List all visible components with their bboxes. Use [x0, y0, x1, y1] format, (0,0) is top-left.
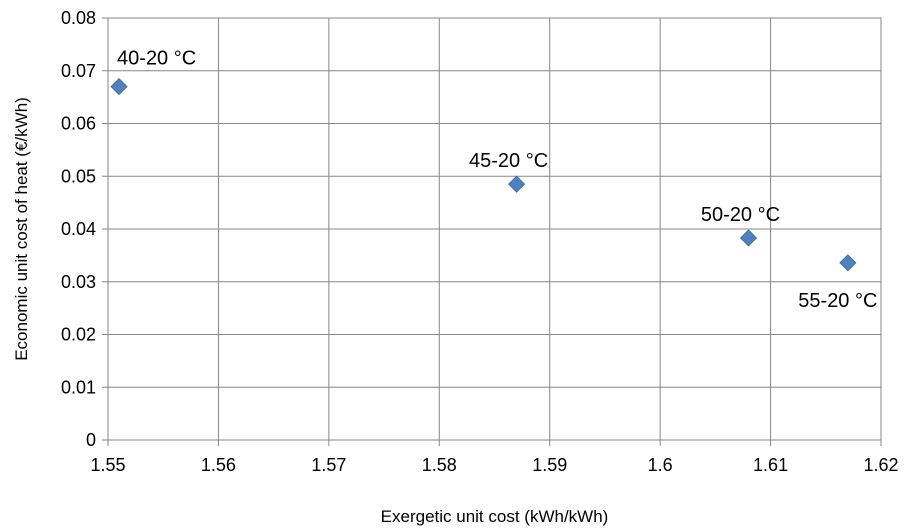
plot-area-border — [107, 17, 882, 441]
y-tick-label: 0.08 — [61, 8, 96, 28]
x-axis-title: Exergetic unit cost (kWh/kWh) — [381, 507, 609, 526]
data-label: 55-20 °C — [798, 290, 877, 312]
y-tick-label: 0.05 — [61, 166, 96, 186]
data-label: 45-20 °C — [469, 150, 548, 172]
y-tick-label: 0.01 — [61, 377, 96, 397]
data-points — [110, 78, 857, 272]
y-tick-label: 0.03 — [61, 272, 96, 292]
x-tick-label: 1.59 — [532, 455, 567, 475]
grid — [107, 17, 882, 441]
y-tick-label: 0.07 — [61, 61, 96, 81]
x-tick-label: 1.58 — [422, 455, 457, 475]
y-tick-label: 0.04 — [61, 219, 96, 239]
data-point — [839, 254, 857, 272]
data-point — [739, 229, 758, 247]
x-tick-label: 1.56 — [201, 455, 236, 475]
x-tick-label: 1.62 — [863, 455, 898, 475]
x-tick-label: 1.55 — [90, 455, 125, 475]
x-tick-label: 1.57 — [311, 455, 346, 475]
data-label: 50-20 °C — [701, 204, 780, 226]
x-tick-label: 1.6 — [648, 455, 673, 475]
axes — [102, 17, 882, 446]
data-point — [508, 175, 526, 193]
data-point — [110, 78, 128, 96]
y-tick-label: 0.02 — [61, 325, 96, 345]
y-tick-label: 0 — [86, 430, 96, 450]
data-label: 40-20 °C — [117, 48, 196, 70]
tick-labels: 1.55 1.56 1.57 1.58 1.59 1.6 1.61 1.62 0 0.01 0.02… — [61, 8, 899, 475]
y-axis-title: Economic unit cost of heat (€/kWh) — [12, 97, 31, 361]
data-labels: 40-20 °C 45-20 °C 50-20 °C 55-20 °C — [117, 48, 877, 312]
x-tick-label: 1.61 — [753, 455, 788, 475]
y-tick-label: 0.06 — [61, 114, 96, 134]
